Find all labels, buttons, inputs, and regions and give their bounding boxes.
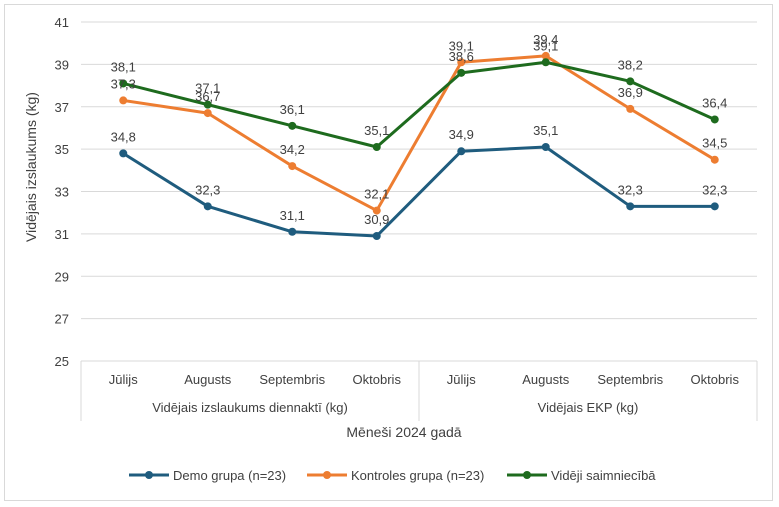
data-label: 34,5 — [702, 136, 727, 151]
data-label: 38,6 — [449, 49, 474, 64]
data-point — [626, 104, 635, 113]
x-tick-label: Jūlijs — [109, 372, 138, 387]
data-point — [626, 202, 635, 211]
y-tick-label: 41 — [55, 15, 69, 30]
data-label: 35,1 — [364, 123, 389, 138]
x-tick-label: Oktobris — [691, 372, 740, 387]
y-tick-label: 25 — [55, 354, 69, 369]
data-point — [372, 143, 381, 152]
data-label: 34,8 — [111, 129, 136, 144]
series-line — [122, 145, 715, 238]
series-lines — [119, 51, 719, 240]
legend-swatch-marker — [323, 471, 331, 479]
y-tick-label: 29 — [55, 269, 69, 284]
y-tick-label: 39 — [55, 57, 69, 72]
data-label: 37,3 — [111, 76, 136, 91]
data-point — [457, 147, 466, 156]
x-tick-label: Jūlijs — [447, 372, 476, 387]
data-label: 39,1 — [449, 38, 474, 53]
series-line — [123, 54, 716, 213]
data-label: 36,9 — [618, 85, 643, 100]
data-point — [541, 51, 550, 60]
y-tick-label: 37 — [55, 100, 69, 115]
x-tick-label: Augusts — [522, 372, 569, 387]
chart-frame: 25 27 29 31 33 35 37 39 41 Vidējais izslaukums (… — [4, 4, 773, 501]
legend-swatch-marker — [145, 471, 153, 479]
data-label: 34,9 — [449, 127, 474, 142]
data-label: 35,1 — [533, 123, 558, 138]
data-label: 32,3 — [618, 182, 643, 197]
data-point — [203, 109, 212, 118]
data-point — [372, 231, 381, 240]
data-point — [541, 143, 550, 152]
data-label: 31,1 — [280, 208, 305, 223]
x-tick-label: Augusts — [184, 372, 231, 387]
x-group-label: Vidējais izslaukums diennaktī (kg) — [152, 400, 348, 415]
data-point — [372, 206, 381, 215]
legend-label: Kontroles grupa (n=23) — [351, 468, 484, 483]
legend: Demo grupa (n=23) Kontroles grupa (n=23) V… — [129, 468, 656, 483]
x-group-label: Vidējais EKP (kg) — [538, 400, 639, 415]
data-label: 36,7 — [195, 89, 220, 104]
line-chart: 25 27 29 31 33 35 37 39 41 Vidējais izslaukums (… — [23, 15, 758, 483]
legend-swatch-marker — [523, 471, 531, 479]
x-tick-label: Septembris — [597, 372, 663, 387]
data-label: 39,4 — [533, 32, 558, 47]
data-label: 36,1 — [280, 102, 305, 117]
data-point — [203, 202, 212, 211]
data-point — [710, 155, 719, 164]
data-point — [710, 202, 719, 211]
data-label: 32,3 — [702, 182, 727, 197]
data-label: 39,1 — [533, 38, 558, 53]
data-label: 38,2 — [618, 57, 643, 72]
y-tick-label: 27 — [55, 312, 69, 327]
y-axis-title: Vidējais izslaukums (kg) — [23, 92, 39, 242]
data-point — [457, 68, 466, 77]
x-tick-label: Oktobris — [353, 372, 402, 387]
y-tick-label: 35 — [55, 142, 69, 157]
y-tick-labels: 25 27 29 31 33 35 37 39 41 — [55, 15, 69, 369]
data-label: 30,9 — [364, 212, 389, 227]
data-point — [457, 58, 466, 67]
data-label: 34,2 — [280, 142, 305, 157]
data-point — [119, 149, 128, 158]
data-label: 32,1 — [364, 187, 389, 202]
series-line — [122, 60, 716, 149]
data-labels: 34,8 32,3 31,1 30,9 34,9 35,1 32,3 32,3 37,3 36,7… — [111, 32, 728, 227]
data-point — [203, 100, 212, 109]
x-axis-title: Mēneši 2024 gadā — [346, 424, 461, 440]
data-label: 36,4 — [702, 95, 727, 110]
legend-label: Demo grupa (n=23) — [173, 468, 286, 483]
data-label: 32,3 — [195, 182, 220, 197]
y-tick-label: 31 — [55, 227, 69, 242]
data-point — [288, 121, 297, 130]
y-tick-label: 33 — [55, 185, 69, 200]
data-point — [288, 162, 297, 171]
data-point — [119, 96, 128, 105]
data-point — [288, 227, 297, 236]
data-point — [541, 58, 550, 67]
data-point — [119, 79, 128, 88]
data-label: 37,1 — [195, 81, 220, 96]
data-label: 38,1 — [111, 59, 136, 74]
x-axis: Jūlijs Augusts Septembris Oktobris Vidējais … — [80, 360, 758, 421]
data-point — [626, 77, 635, 86]
data-point — [710, 115, 719, 124]
legend-label: Vidēji saimniecībā — [551, 468, 656, 483]
x-tick-label: Septembris — [259, 372, 325, 387]
